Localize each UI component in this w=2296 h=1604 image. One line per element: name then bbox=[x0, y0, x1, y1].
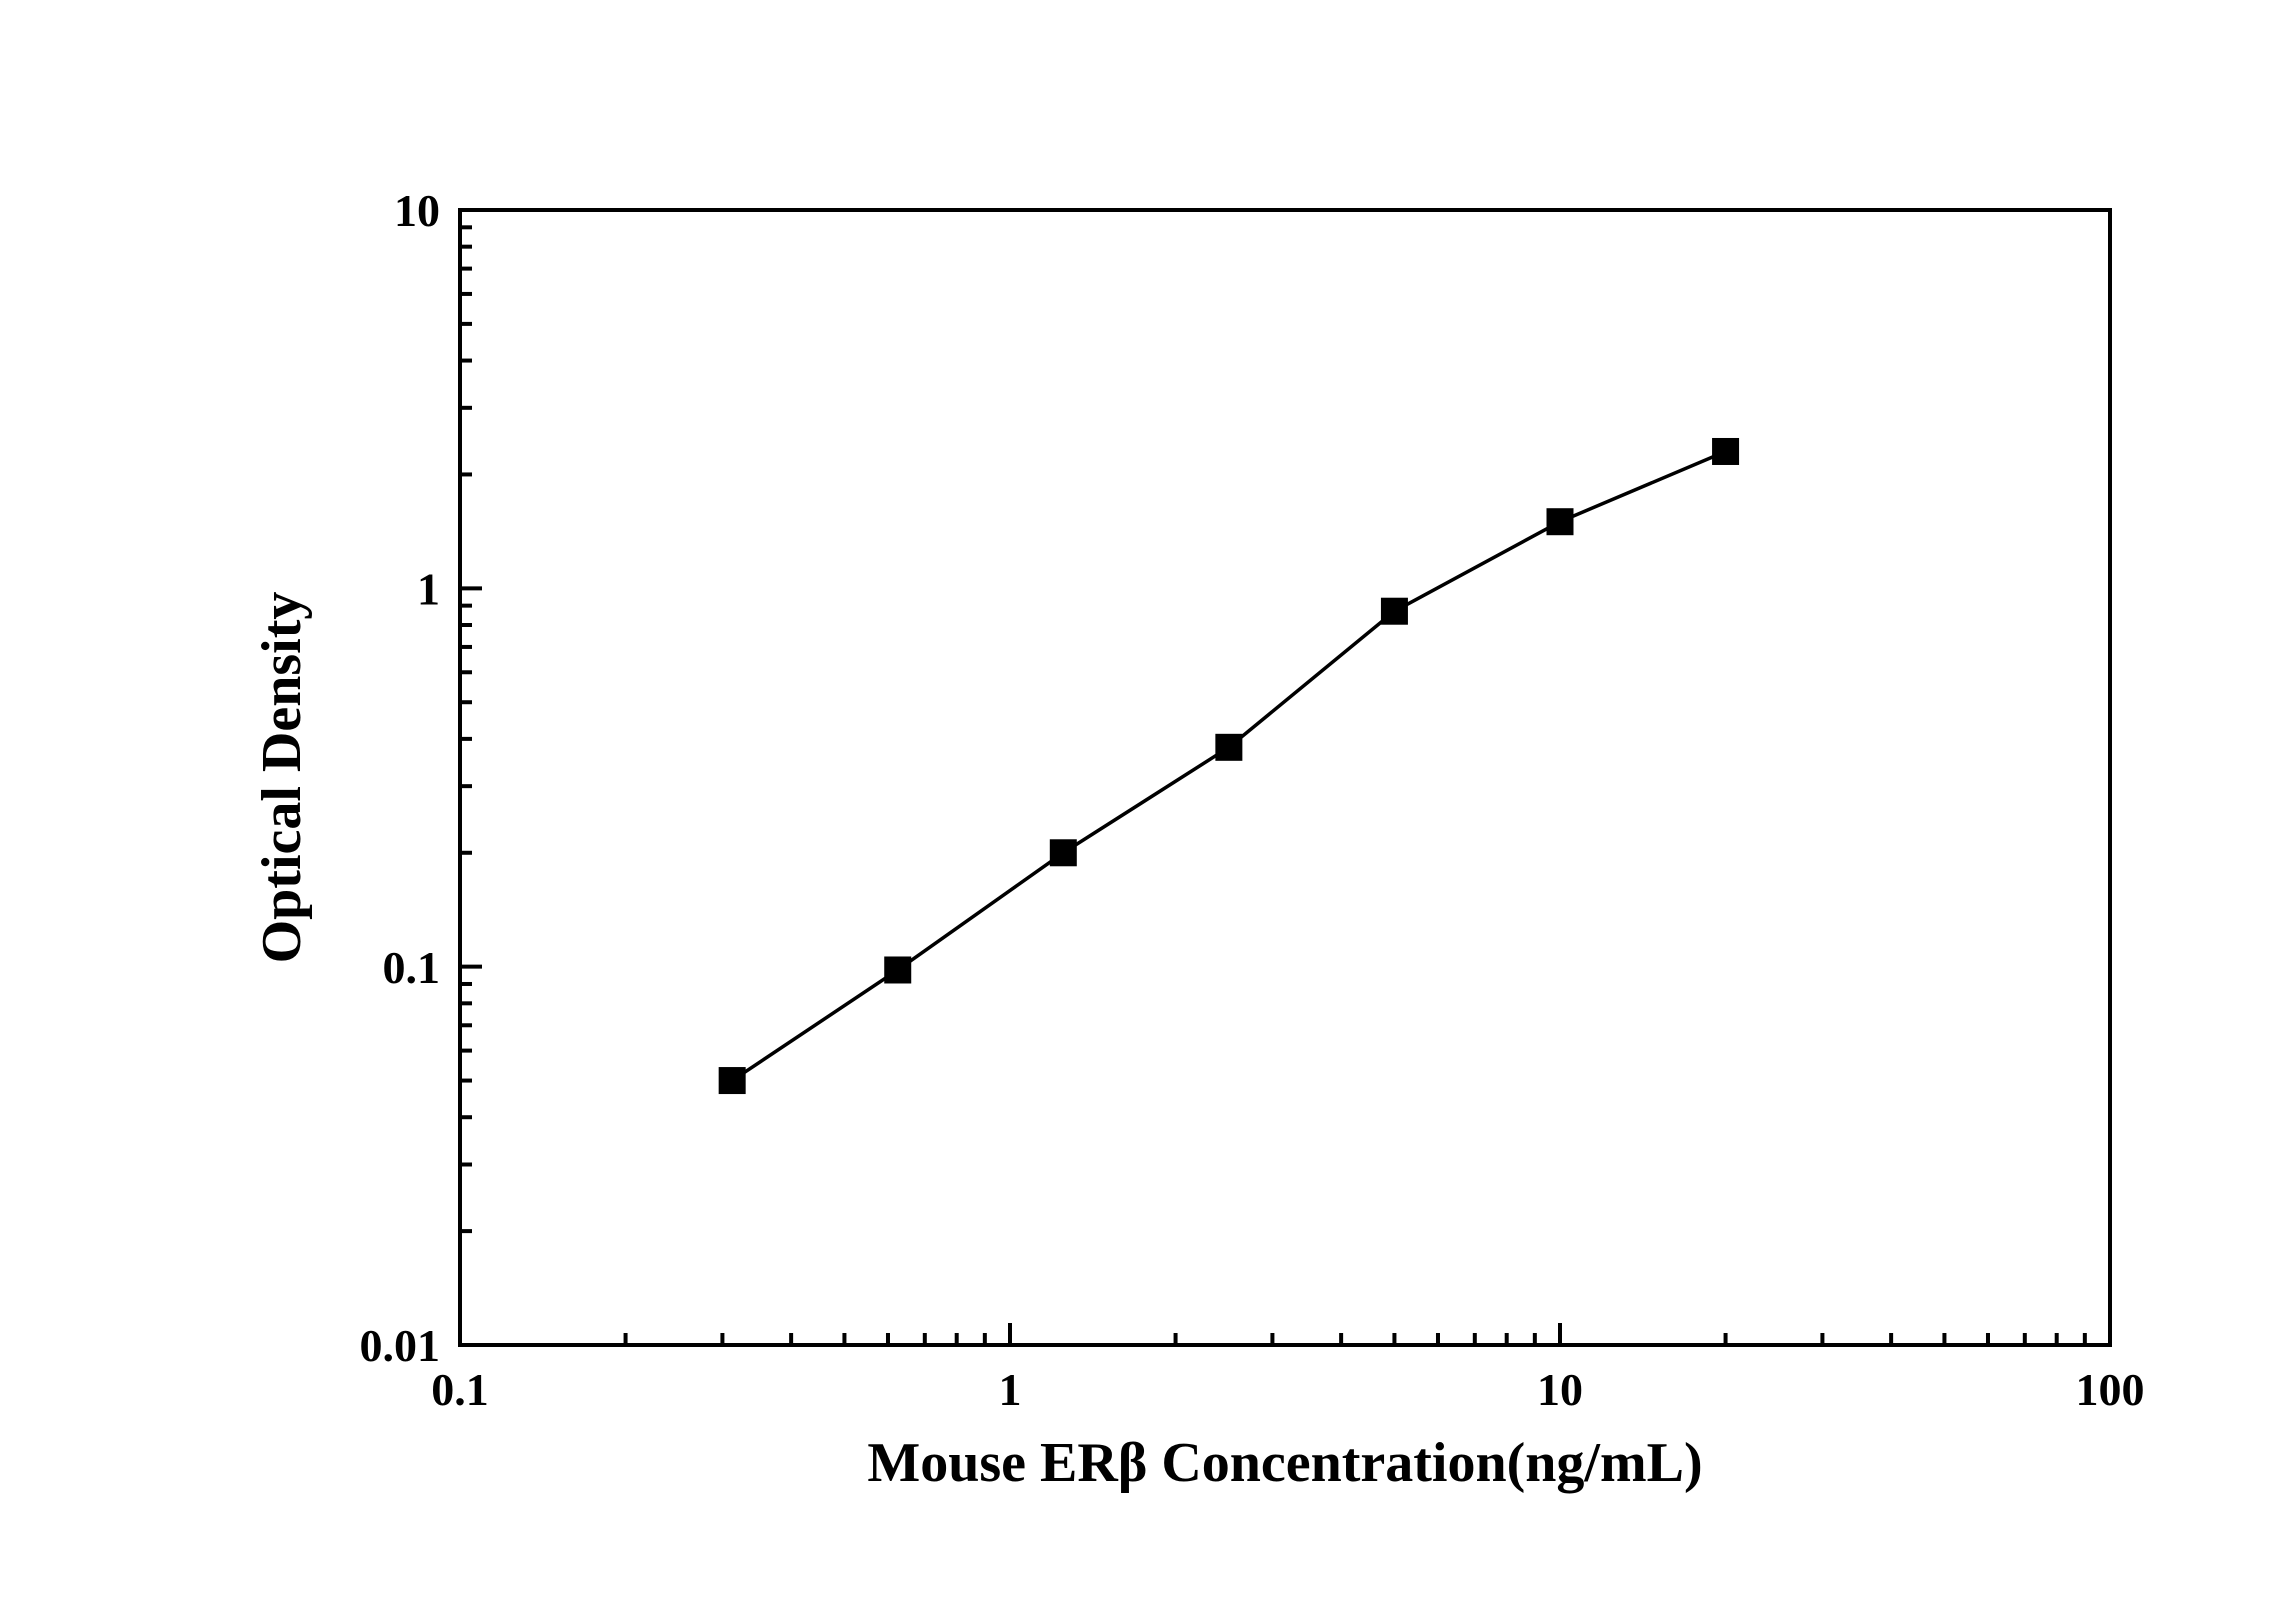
chart-svg: 0.11101000.010.1110Mouse ERβ Concentrati… bbox=[0, 0, 2296, 1604]
data-marker bbox=[719, 1068, 745, 1094]
x-tick-label: 100 bbox=[2076, 1364, 2145, 1415]
data-marker bbox=[1050, 840, 1076, 866]
x-axis-label: Mouse ERβ Concentration(ng/mL) bbox=[867, 1432, 1702, 1494]
chart-container: 0.11101000.010.1110Mouse ERβ Concentrati… bbox=[0, 0, 2296, 1604]
y-tick-label: 1 bbox=[417, 563, 440, 614]
y-tick-label: 0.01 bbox=[360, 1320, 441, 1371]
data-marker bbox=[885, 957, 911, 983]
data-marker bbox=[1216, 734, 1242, 760]
y-tick-label: 10 bbox=[394, 185, 440, 236]
data-marker bbox=[1381, 598, 1407, 624]
chart-background bbox=[0, 0, 2296, 1604]
data-marker bbox=[1713, 438, 1739, 464]
data-marker bbox=[1547, 509, 1573, 535]
y-tick-label: 0.1 bbox=[383, 942, 441, 993]
y-axis-label: Optical Density bbox=[251, 592, 313, 964]
x-tick-label: 0.1 bbox=[431, 1364, 489, 1415]
x-tick-label: 1 bbox=[999, 1364, 1022, 1415]
x-tick-label: 10 bbox=[1537, 1364, 1583, 1415]
